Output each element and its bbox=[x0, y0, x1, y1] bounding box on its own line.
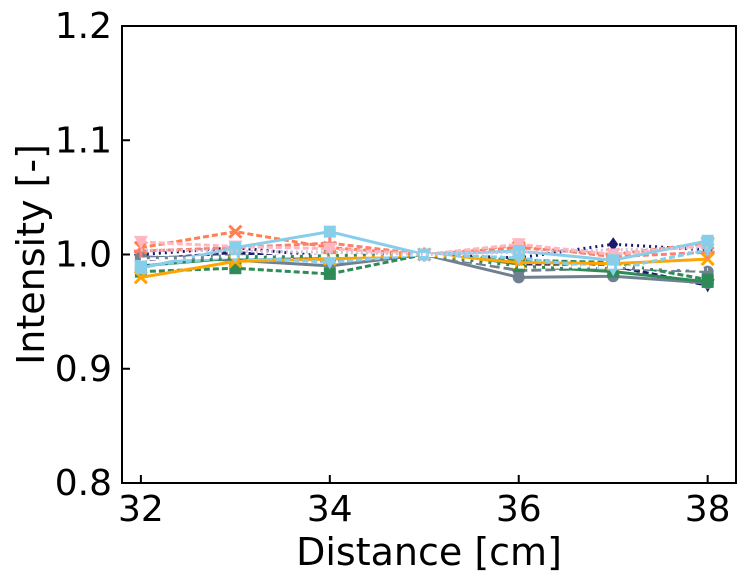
data-point bbox=[607, 254, 620, 267]
x-tick-label: 36 bbox=[496, 489, 542, 530]
data-point bbox=[511, 238, 526, 252]
y-tick-label: 0.8 bbox=[55, 463, 112, 504]
data-point bbox=[228, 224, 243, 239]
data-point bbox=[322, 256, 337, 270]
data-point bbox=[700, 243, 715, 257]
series-13 bbox=[140, 253, 708, 271]
data-point bbox=[701, 234, 714, 247]
y-tick-label: 1.2 bbox=[55, 6, 112, 47]
y-tick-label: 0.9 bbox=[55, 349, 112, 390]
x-tick-label: 32 bbox=[118, 489, 164, 530]
data-point bbox=[133, 259, 148, 273]
y-tick-label: 1.0 bbox=[55, 235, 112, 276]
y-axis-label: Intensity [-] bbox=[9, 144, 53, 365]
x-axis-label: Distance [cm] bbox=[296, 530, 562, 574]
y-axis: 0.8 0.9 1.0 1.1 1.2 bbox=[55, 6, 130, 504]
x-tick-label: 38 bbox=[685, 489, 731, 530]
data-point bbox=[511, 251, 526, 265]
y-tick-label: 1.1 bbox=[55, 120, 112, 161]
x-tick-label: 34 bbox=[307, 489, 353, 530]
series-layer bbox=[133, 224, 715, 293]
x-axis: 32 34 36 38 bbox=[118, 475, 731, 530]
data-point bbox=[322, 242, 337, 256]
data-point bbox=[323, 267, 336, 280]
data-point bbox=[701, 275, 714, 288]
data-point bbox=[323, 225, 336, 238]
series-line bbox=[140, 253, 708, 271]
data-point bbox=[133, 235, 148, 249]
data-point bbox=[608, 237, 619, 252]
